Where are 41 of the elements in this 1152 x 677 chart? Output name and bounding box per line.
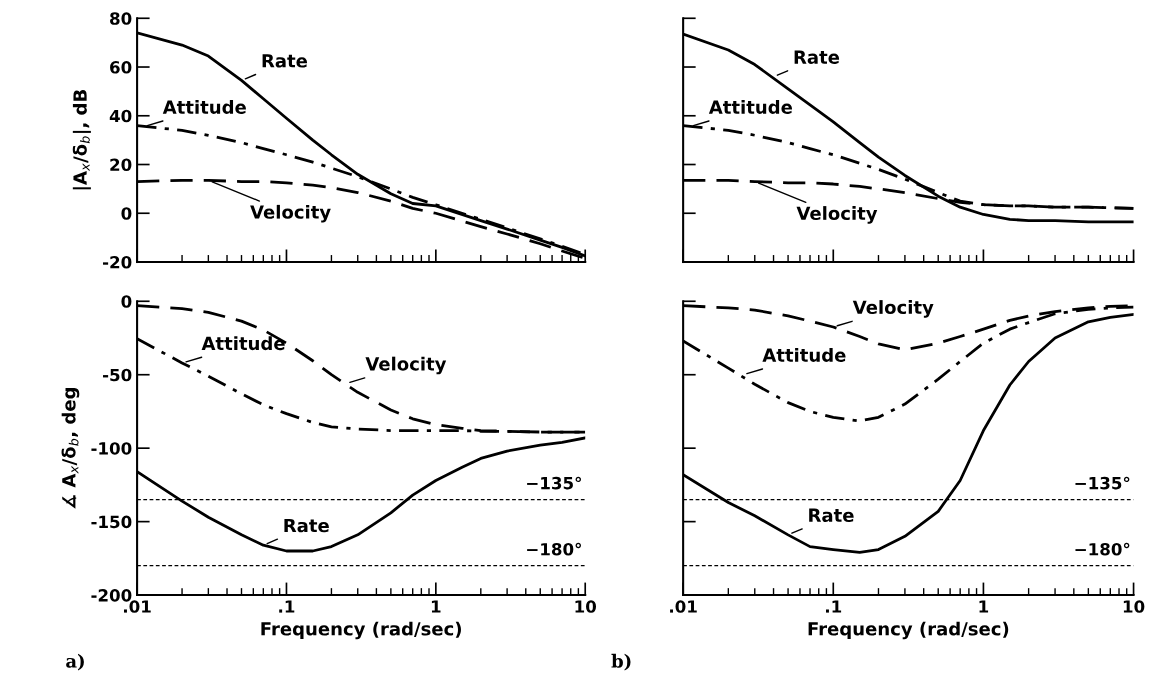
- text: a): [66, 653, 84, 671]
- y-axis-title: |A$_{x}$/δ$_{b}$|, dB: [72, 90, 91, 190]
- y-tick-label: -150: [91, 515, 132, 529]
- y-tick-label: 0: [121, 295, 132, 308]
- annotation: Rate: [262, 54, 308, 68]
- ref-line-label: −180°: [1075, 542, 1130, 556]
- annotation: Velocity: [365, 356, 447, 375]
- x-tick-label: 10: [1123, 600, 1145, 613]
- text: b): [611, 653, 631, 671]
- annotation: Attitude: [762, 347, 846, 362]
- x-axis-title: Frequency (rad/sec): [808, 621, 1009, 640]
- ref-line-label: −135°: [1075, 476, 1130, 490]
- annotation: Velocity: [852, 300, 934, 318]
- annotation: Attitude: [162, 99, 246, 114]
- x-tick-label: .01: [124, 600, 151, 613]
- ref-line-label: −180°: [527, 542, 581, 556]
- y-tick-label: -20: [103, 255, 132, 269]
- y-tick-label: 20: [110, 158, 132, 172]
- x-tick-label: 1: [979, 600, 989, 613]
- annotation: Rate: [794, 50, 840, 64]
- annotation: Attitude: [708, 99, 792, 114]
- ref-line-label: −135°: [527, 476, 581, 490]
- annotation: Rate: [809, 508, 854, 523]
- y-tick-label: 40: [109, 109, 132, 123]
- y-tick-label: 80: [110, 12, 132, 25]
- annotation: Attitude: [201, 336, 285, 351]
- x-tick-label: .1: [826, 600, 842, 613]
- y-tick-label: 60: [110, 60, 132, 74]
- annotation: Velocity: [250, 204, 331, 223]
- x-tick-label: .1: [279, 600, 295, 613]
- x-tick-label: 10: [575, 600, 597, 613]
- annotation: Velocity: [796, 206, 878, 224]
- y-axis-title: ∡ A$_{x}$/δ$_{b}$, deg: [61, 388, 80, 509]
- x-tick-label: .01: [670, 600, 697, 613]
- y-tick-label: 0: [121, 207, 132, 220]
- x-axis-title: Frequency (rad/sec): [261, 621, 461, 640]
- annotation: Rate: [284, 518, 329, 533]
- y-tick-label: -50: [103, 368, 132, 382]
- x-tick-label: 1: [431, 600, 441, 613]
- y-tick-label: -100: [91, 442, 132, 455]
- y-tick-label: -200: [91, 589, 132, 602]
